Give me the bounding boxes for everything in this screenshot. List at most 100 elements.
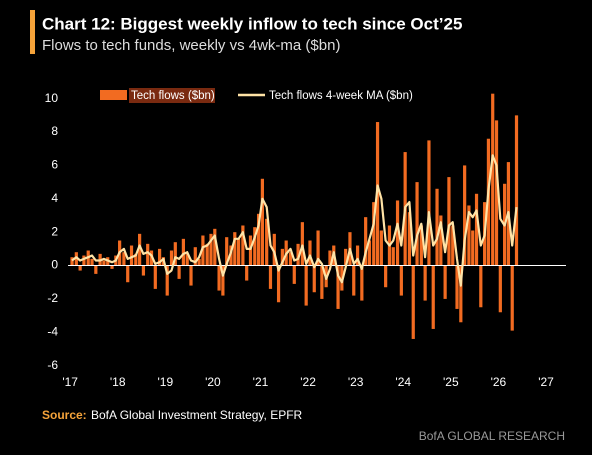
bar (379, 230, 383, 266)
bar (165, 265, 169, 296)
y-tick-label: -6 (47, 358, 58, 372)
bar (479, 265, 483, 308)
source-label: Source: (42, 408, 87, 422)
bar (399, 265, 403, 296)
chart-subtitle: Flows to tech funds, weekly vs 4wk-ma ($… (42, 37, 340, 54)
bar (328, 250, 332, 266)
bar (177, 265, 181, 279)
bar (129, 245, 134, 266)
bar (491, 93, 495, 266)
bar (153, 265, 157, 289)
bar (439, 215, 443, 266)
x-tick-label: '24 (395, 375, 411, 389)
y-tick-label: 0 (51, 258, 58, 272)
y-tick-label: -2 (47, 291, 58, 305)
title-accent (30, 10, 35, 54)
bar (173, 242, 177, 266)
bar (320, 265, 324, 299)
bar (364, 217, 368, 266)
legend-swatch (100, 90, 127, 100)
x-tick-label: '19 (157, 375, 173, 389)
legend-highlight (129, 88, 215, 103)
bar (197, 258, 201, 266)
bar (352, 265, 356, 296)
bar (419, 225, 423, 266)
bar (256, 213, 261, 266)
bar (229, 245, 233, 266)
bar (336, 265, 340, 309)
x-tick-label: '23 (348, 375, 364, 389)
bar (292, 265, 296, 284)
bar (498, 265, 502, 313)
bar (260, 178, 264, 266)
bar (344, 248, 348, 266)
bar (138, 233, 142, 266)
bar (193, 247, 197, 266)
bar (181, 238, 185, 266)
bar (355, 245, 360, 266)
x-tick-label: '22 (300, 375, 316, 389)
bar (265, 218, 269, 266)
bar (126, 265, 130, 283)
bar (272, 233, 276, 266)
bar (316, 230, 320, 266)
bar (391, 247, 395, 266)
bar (201, 235, 205, 266)
bar (110, 265, 114, 269)
bar (141, 265, 146, 276)
bar (82, 255, 86, 266)
x-tick-label: '18 (110, 375, 126, 389)
bar (415, 182, 419, 266)
bar (268, 265, 273, 289)
y-tick-label: 6 (51, 158, 58, 172)
x-tick-label: '20 (205, 375, 221, 389)
bar (169, 250, 174, 266)
credit: BofA GLOBAL RESEARCH (419, 429, 565, 443)
bar (288, 252, 293, 266)
legend-label: Tech flows 4-week MA ($bn) (269, 90, 413, 102)
source: BofA Global Investment Strategy, EPFR (91, 408, 303, 422)
bar (233, 232, 237, 266)
bar (300, 222, 304, 266)
bar (423, 265, 427, 301)
x-tick-label: '21 (253, 375, 269, 389)
bar (459, 265, 463, 323)
y-tick-label: -4 (47, 324, 58, 338)
y-tick-label: 4 (51, 191, 58, 205)
y-tick-label: 10 (45, 91, 59, 105)
bar (510, 265, 514, 331)
bar (411, 265, 415, 339)
bar (102, 260, 106, 266)
bar (245, 265, 249, 281)
y-tick-label: 2 (51, 224, 58, 238)
bar (209, 233, 213, 266)
bar (514, 115, 519, 266)
bar (312, 265, 316, 293)
bar (225, 237, 229, 266)
bar (372, 202, 376, 266)
bar (74, 252, 78, 266)
y-tick-label: 8 (51, 124, 58, 138)
bar (474, 193, 479, 266)
bar (360, 265, 364, 301)
legend-label: Tech flows ($bn) (131, 90, 215, 102)
bar (205, 243, 209, 266)
bar (463, 165, 467, 266)
bar (384, 265, 388, 288)
bar (185, 253, 189, 266)
bar (236, 238, 241, 266)
bar (395, 200, 400, 266)
bar (427, 140, 431, 266)
bar (189, 265, 193, 286)
bar (296, 243, 300, 266)
bar (217, 265, 221, 291)
x-tick-label: '25 (443, 375, 459, 389)
bar (435, 188, 439, 266)
bar (276, 265, 281, 303)
bar (122, 252, 126, 266)
bar (447, 177, 451, 266)
bar (70, 257, 74, 266)
bar (407, 212, 412, 266)
x-tick-label: '27 (538, 375, 554, 389)
